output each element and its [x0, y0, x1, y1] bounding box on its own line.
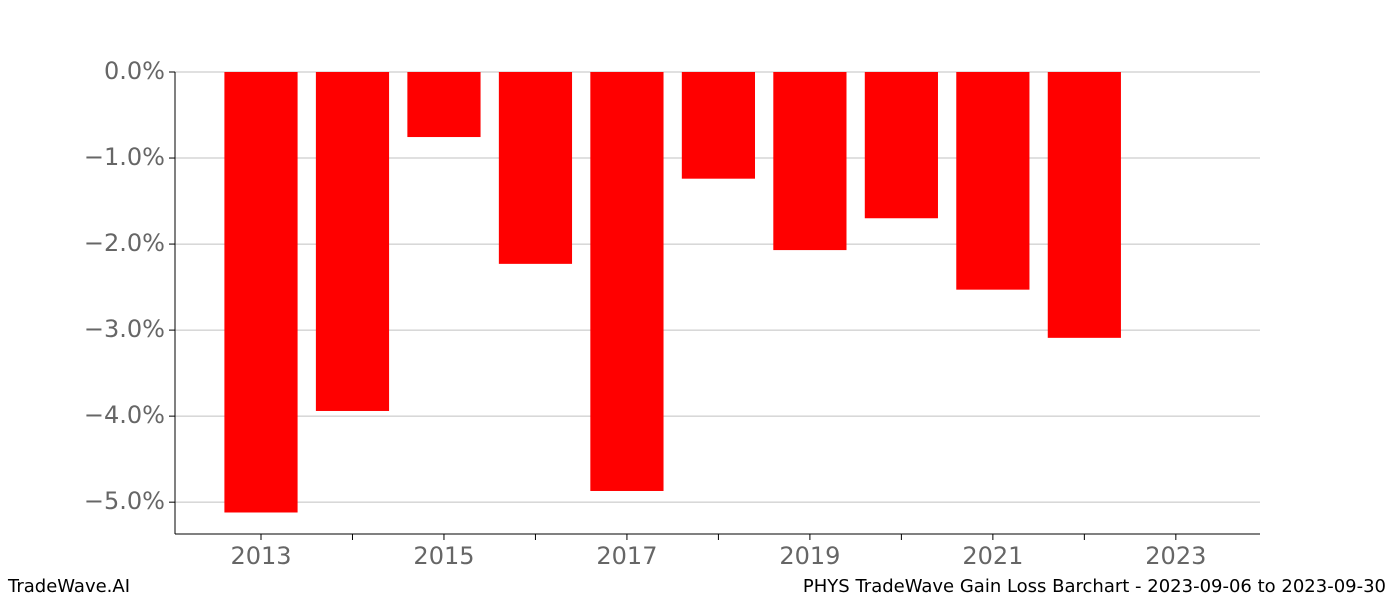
bar — [681, 72, 756, 179]
bar — [315, 72, 390, 411]
y-tick-label: −2.0% — [84, 229, 165, 257]
bar — [224, 72, 298, 513]
bar — [864, 72, 938, 219]
x-tick-label: 2019 — [779, 542, 840, 570]
bar — [1047, 72, 1121, 338]
y-tick-label: −1.0% — [84, 143, 165, 171]
x-tick-label: 2013 — [230, 542, 291, 570]
footer-left: TradeWave.AI — [7, 576, 130, 597]
y-tick-label: 0.0% — [104, 57, 165, 85]
bar — [956, 72, 1030, 290]
footer-right: PHYS TradeWave Gain Loss Barchart - 2023… — [803, 576, 1386, 597]
x-tick-label: 2015 — [413, 542, 474, 570]
bar — [590, 72, 664, 491]
x-tick-label: 2021 — [962, 542, 1023, 570]
bar — [773, 72, 847, 251]
bar — [407, 72, 481, 138]
x-tick-label: 2023 — [1145, 542, 1206, 570]
bar — [498, 72, 573, 264]
y-tick-label: −5.0% — [84, 487, 165, 515]
x-tick-label: 2017 — [596, 542, 657, 570]
y-tick-label: −3.0% — [84, 315, 165, 343]
y-tick-label: −4.0% — [84, 401, 165, 429]
